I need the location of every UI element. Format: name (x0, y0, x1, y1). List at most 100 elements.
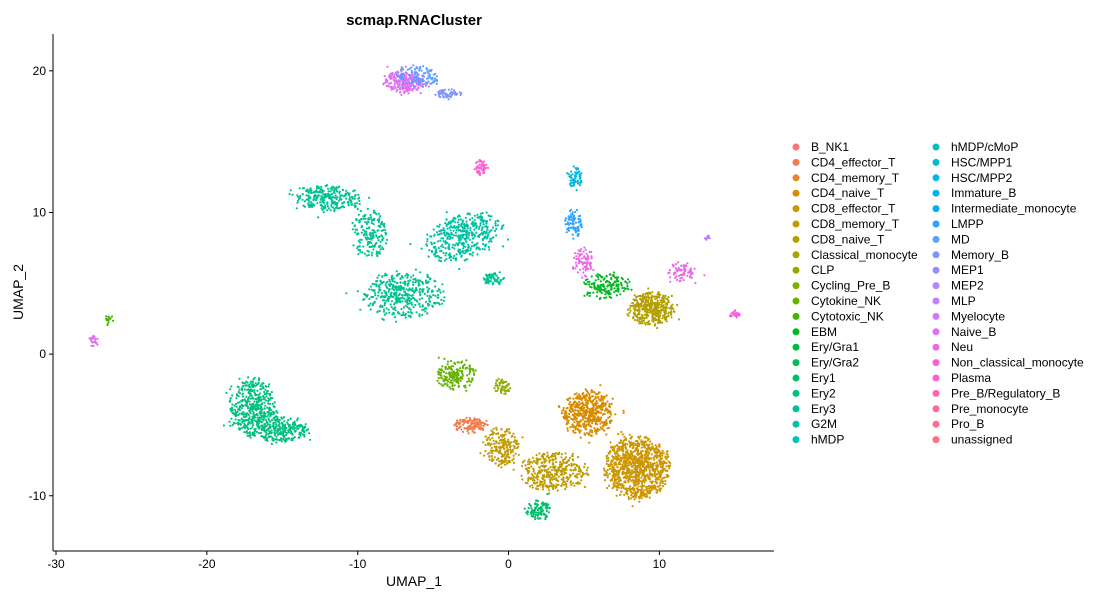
data-point (618, 441, 621, 444)
data-point (645, 305, 648, 308)
data-point (238, 422, 242, 425)
data-point (452, 92, 455, 95)
data-point (621, 433, 624, 436)
data-point (420, 80, 423, 83)
data-point (640, 496, 643, 500)
data-point (377, 212, 380, 215)
data-point (402, 72, 405, 75)
data-point (442, 290, 445, 293)
data-point (252, 417, 255, 420)
data-point (670, 294, 674, 297)
data-point (416, 75, 419, 78)
data-point (382, 308, 386, 311)
data-point (390, 75, 393, 78)
data-point (405, 89, 408, 92)
data-point (309, 190, 312, 193)
data-point (571, 222, 574, 225)
data-point (665, 315, 668, 318)
data-point (659, 320, 662, 323)
data-point (648, 447, 652, 450)
data-point (572, 403, 575, 406)
data-point (597, 404, 601, 407)
data-point (299, 194, 302, 197)
data-point (234, 410, 237, 413)
data-point (591, 422, 594, 425)
data-point (455, 253, 458, 256)
data-point (588, 441, 591, 444)
data-point (303, 430, 306, 433)
cluster-lmpp (564, 208, 583, 240)
data-point (285, 439, 288, 442)
data-point (238, 412, 241, 415)
data-point (650, 297, 653, 300)
data-point (649, 311, 652, 314)
data-point (605, 470, 608, 473)
data-point (596, 393, 599, 396)
data-point (570, 216, 573, 219)
data-point (442, 228, 445, 232)
data-point (382, 83, 385, 86)
data-point (406, 68, 409, 71)
data-point (461, 225, 464, 228)
data-point (448, 238, 451, 241)
data-point (606, 400, 609, 403)
data-point (295, 425, 298, 428)
data-point (431, 76, 434, 79)
data-point (637, 475, 640, 478)
data-point (582, 256, 586, 259)
data-point (596, 396, 599, 399)
data-point (612, 472, 616, 475)
data-point (418, 284, 421, 287)
data-point (636, 316, 639, 319)
data-point (661, 462, 665, 466)
data-point (384, 81, 387, 84)
data-point (657, 315, 660, 318)
data-point (457, 239, 461, 242)
data-point (395, 291, 398, 294)
data-point (433, 233, 436, 236)
data-point (670, 305, 673, 308)
data-point (410, 69, 413, 72)
data-point (642, 441, 645, 444)
data-point (572, 220, 575, 223)
data-point (457, 242, 460, 246)
data-point (608, 405, 612, 408)
data-point (613, 449, 616, 452)
data-point (390, 300, 394, 303)
data-point (433, 279, 436, 282)
data-point (334, 196, 337, 199)
data-point (404, 316, 407, 319)
data-point (484, 278, 487, 281)
data-point (661, 480, 665, 483)
data-point (451, 246, 454, 249)
data-point (272, 421, 275, 424)
data-point (460, 250, 463, 254)
data-point (590, 250, 593, 253)
data-point (614, 289, 618, 293)
data-point (471, 222, 474, 225)
data-point (590, 389, 593, 392)
data-point (344, 192, 347, 195)
data-point (582, 250, 585, 253)
data-point (368, 297, 371, 300)
data-point (619, 439, 623, 442)
data-point (449, 235, 452, 238)
data-point (408, 299, 412, 303)
data-point (566, 398, 569, 401)
data-point (262, 397, 265, 400)
data-point (395, 298, 398, 301)
data-point (320, 203, 323, 206)
data-point (658, 445, 661, 448)
data-point (628, 468, 631, 471)
data-point (608, 295, 611, 299)
data-point (615, 488, 619, 491)
data-point (614, 479, 617, 482)
data-point (242, 404, 245, 408)
data-point (656, 478, 659, 481)
data-point (491, 226, 495, 229)
data-point (665, 465, 668, 468)
data-point (252, 378, 255, 381)
data-point (586, 391, 589, 394)
data-point (575, 403, 578, 407)
cluster-ery3 (345, 268, 446, 323)
